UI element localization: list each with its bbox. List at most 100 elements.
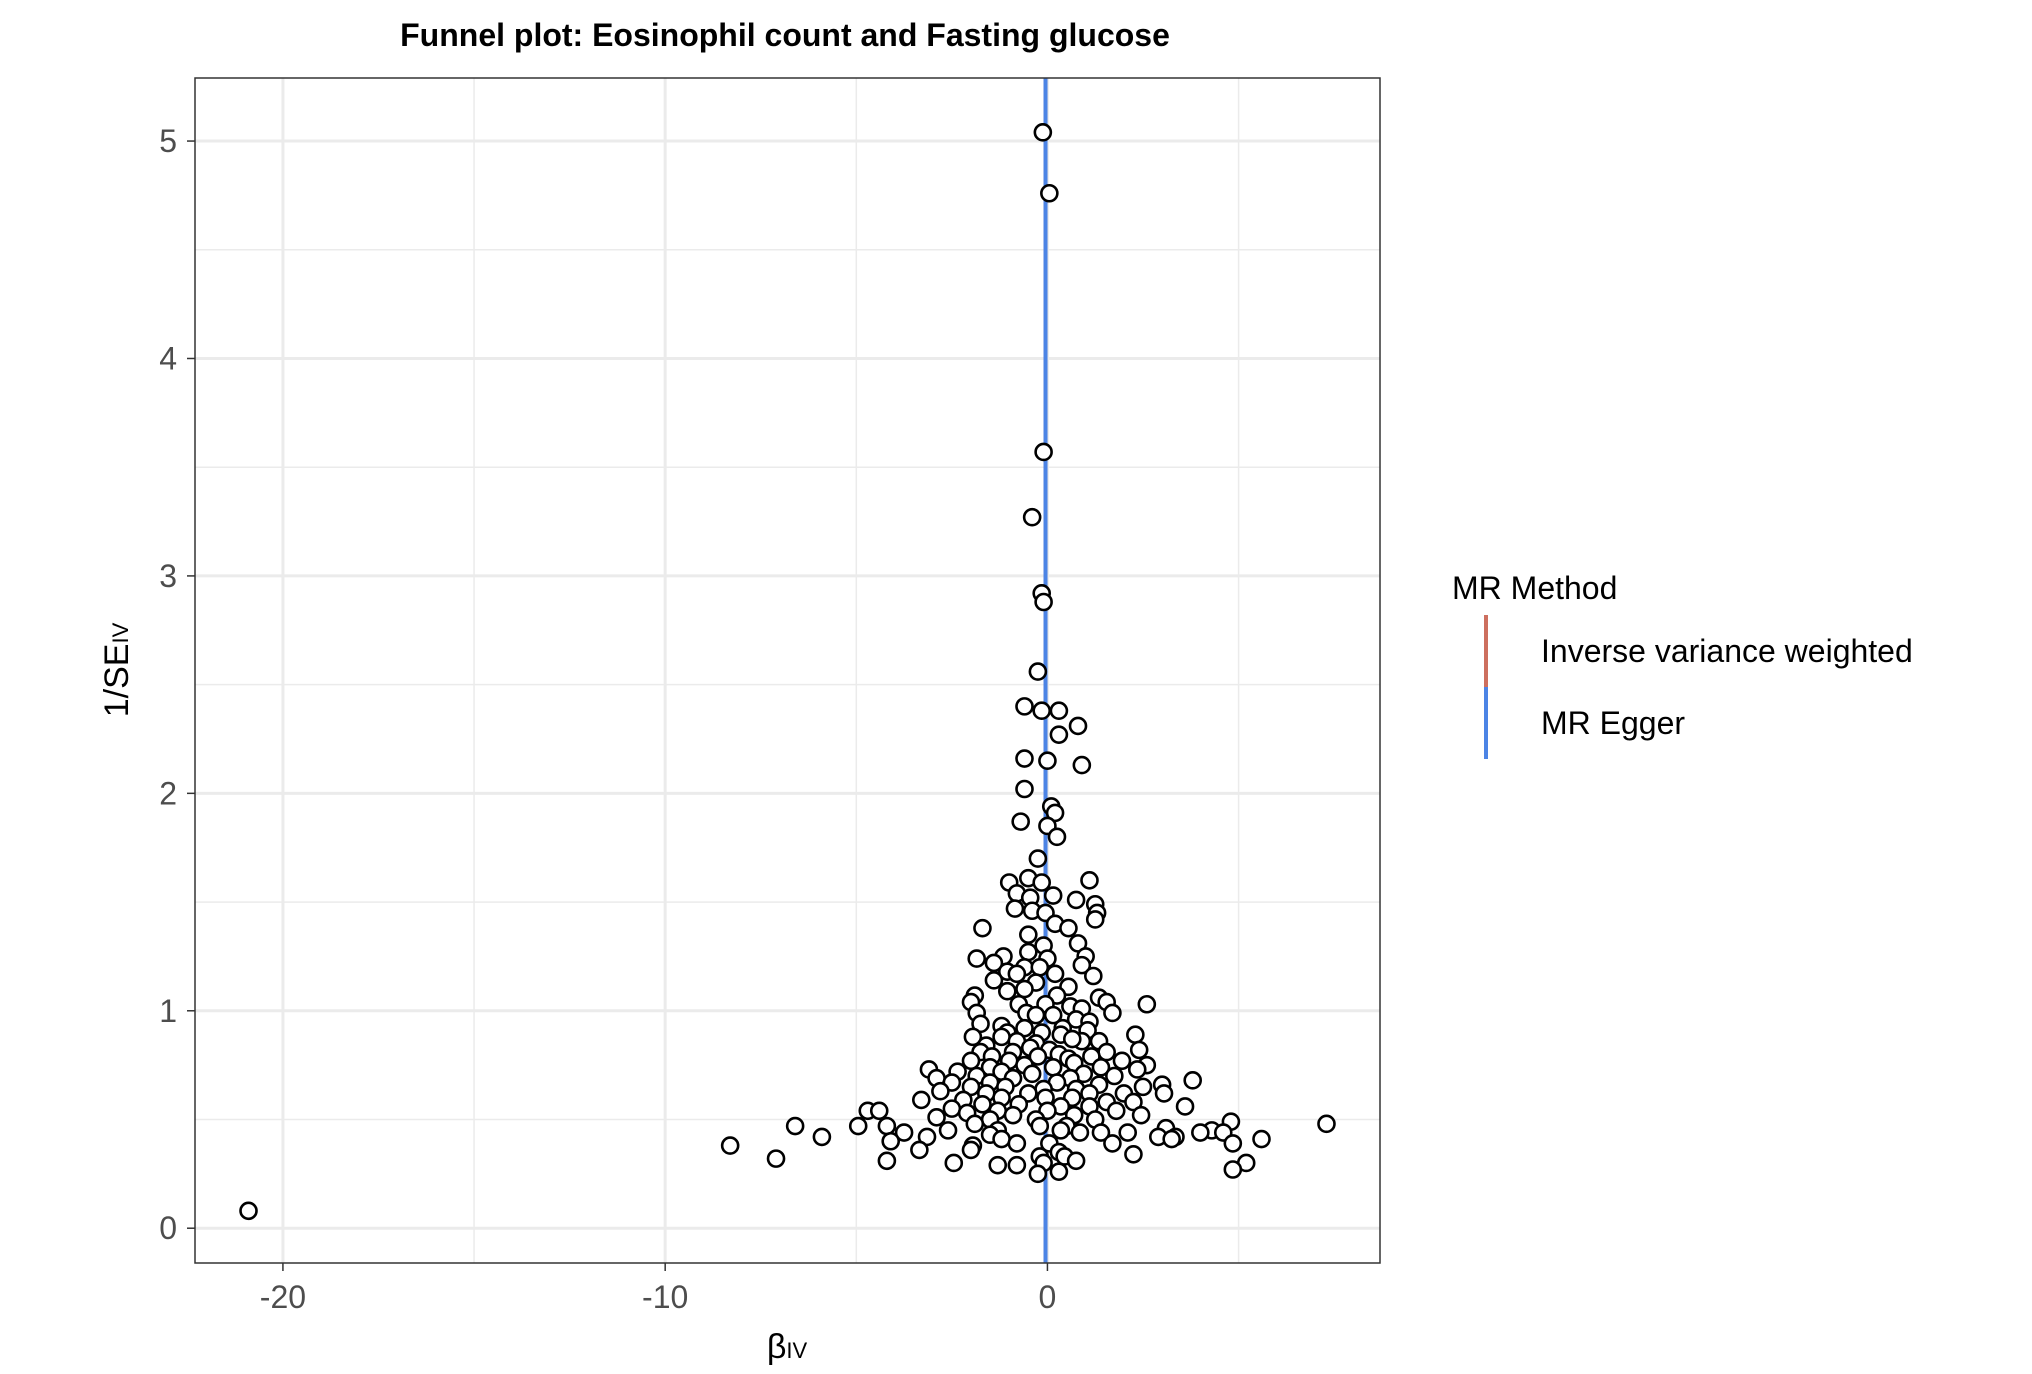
data-point: [1015, 697, 1034, 716]
x-axis: -20 -10 0: [260, 1263, 1057, 1315]
data-point: [973, 1094, 992, 1114]
data-point: [1068, 716, 1088, 736]
data-point: [1030, 1116, 1050, 1136]
data-point: [239, 1201, 258, 1221]
data-point: [1032, 873, 1052, 892]
data-point: [1131, 1105, 1151, 1125]
plot-panel: [194, 77, 1381, 1264]
data-point: [720, 1136, 740, 1155]
data-point: [1007, 1134, 1027, 1153]
data-point: [931, 1081, 950, 1101]
x-tick-label: 0: [1039, 1279, 1057, 1315]
data-point: [848, 1116, 868, 1136]
y-axis: 0 1 2 3 4 5: [159, 123, 195, 1246]
data-point: [1103, 1134, 1122, 1153]
data-point: [944, 1153, 964, 1173]
x-tick-label: -10: [642, 1279, 688, 1315]
data-point: [1118, 1123, 1138, 1142]
y-tick-label: 2: [159, 775, 177, 811]
x-axis-title-main: β: [767, 1328, 787, 1366]
y-tick-label: 0: [159, 1210, 177, 1246]
data-point: [1011, 812, 1030, 831]
data-point: [1005, 899, 1025, 918]
legend-label: Inverse variance weighted: [1541, 633, 1913, 669]
y-tick-label: 4: [159, 340, 177, 376]
panel-background: [195, 78, 1380, 1263]
data-point: [1066, 1151, 1086, 1171]
data-point: [785, 1116, 805, 1136]
data-point: [1191, 1123, 1210, 1142]
data-point: [1043, 1058, 1063, 1077]
data-point: [1091, 1058, 1111, 1077]
data-point: [961, 1140, 981, 1160]
y-axis-title: 1/SEIV: [98, 622, 136, 717]
data-point: [965, 1114, 985, 1134]
y-axis-title-main: 1/SE: [98, 644, 136, 718]
data-point: [973, 918, 992, 938]
data-point: [1028, 662, 1048, 681]
data-point: [1084, 966, 1103, 986]
legend-entries: Inverse variance weighted MR Egger: [1484, 615, 1913, 759]
data-point: [1007, 964, 1027, 984]
data-point: [1049, 701, 1069, 721]
data-point: [877, 1116, 897, 1136]
data-point: [1047, 827, 1067, 847]
data-point: [1112, 1051, 1132, 1071]
data-point: [1129, 1040, 1149, 1060]
data-point: [1103, 1003, 1122, 1023]
y-tick-label: 5: [159, 123, 177, 159]
data-point: [984, 971, 1004, 990]
data-point: [1034, 442, 1053, 462]
data-point: [1124, 1144, 1143, 1164]
data-point: [1028, 1047, 1048, 1066]
data-point: [1059, 918, 1078, 938]
data-point: [1028, 849, 1048, 868]
data-point: [1097, 1042, 1116, 1062]
data-point: [1072, 955, 1092, 975]
data-point: [1038, 751, 1057, 771]
data-point: [1049, 725, 1069, 744]
data-point: [1154, 1084, 1174, 1103]
panel-border: [194, 77, 1381, 1264]
data-point: [927, 1108, 946, 1127]
data-point: [1080, 871, 1099, 890]
data-point: [1032, 701, 1052, 721]
data-point: [1133, 1077, 1153, 1097]
data-point: [992, 1027, 1011, 1047]
data-point: [1126, 1025, 1145, 1044]
data-point: [1022, 1064, 1042, 1084]
chart-title: Funnel plot: Eosinophil count and Fastin…: [400, 17, 1170, 53]
data-point: [1105, 1066, 1124, 1086]
data-points: [239, 123, 1336, 1221]
data-point: [967, 949, 987, 968]
y-tick-label: 3: [159, 558, 177, 594]
data-point: [1062, 1029, 1082, 1049]
data-point: [1085, 910, 1105, 929]
data-point: [1043, 886, 1063, 905]
data-point: [938, 1121, 958, 1140]
x-axis-title: βIV: [767, 1328, 808, 1366]
data-point: [869, 1101, 889, 1121]
data-point: [963, 1027, 983, 1047]
data-point: [1040, 183, 1059, 203]
data-point: [1183, 1071, 1202, 1090]
data-point: [1019, 925, 1038, 944]
data-point: [1049, 1162, 1069, 1181]
data-point: [1003, 1105, 1023, 1125]
data-point: [1026, 1005, 1046, 1025]
legend-title: MR Method: [1452, 570, 1617, 606]
data-point: [1043, 1005, 1063, 1025]
data-point: [1045, 964, 1065, 984]
legend: MR Method Inverse variance weighted MR Eg…: [1452, 570, 1913, 759]
grid-minor: [195, 78, 1380, 1263]
legend-label: MR Egger: [1541, 705, 1685, 741]
data-point: [1034, 592, 1053, 612]
data-point: [1072, 755, 1092, 775]
data-point: [1019, 942, 1038, 962]
data-point: [988, 1155, 1008, 1175]
data-point: [1033, 123, 1053, 142]
data-point: [1015, 979, 1034, 999]
data-point: [881, 1131, 901, 1151]
data-point: [1091, 1123, 1111, 1142]
